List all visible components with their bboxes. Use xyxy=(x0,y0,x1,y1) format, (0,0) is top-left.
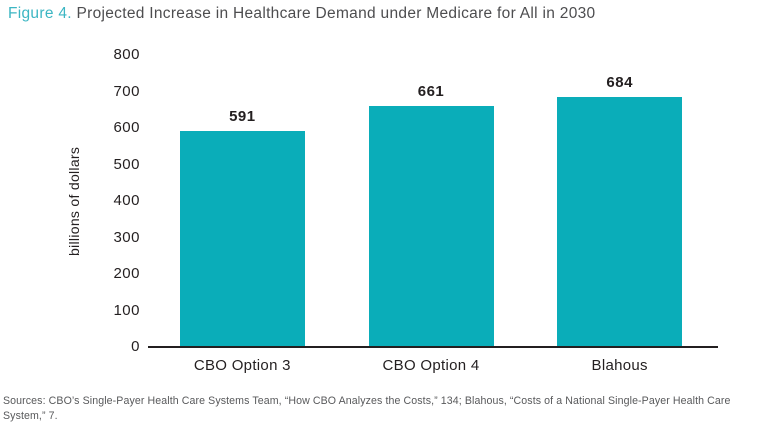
bar-cbo-option-4 xyxy=(368,105,494,347)
y-tick-label: 800 xyxy=(113,46,140,63)
y-tick-label: 700 xyxy=(113,82,140,100)
y-tick-label: 500 xyxy=(113,155,140,173)
bar-cbo-option-3 xyxy=(179,131,305,347)
figure-title-text: Projected Increase in Healthcare Demand … xyxy=(76,5,596,22)
x-category-label: Blahous xyxy=(591,357,648,374)
x-category-label: CBO Option 3 xyxy=(193,357,291,374)
plot-area: 591 661 684 xyxy=(148,55,714,347)
x-category-label: CBO Option 4 xyxy=(382,357,480,374)
figure-number: Figure 4. xyxy=(8,5,72,22)
y-tick-label: 200 xyxy=(113,265,140,282)
bar-value-label: 661 xyxy=(417,82,445,100)
y-tick-label: 600 xyxy=(113,119,140,136)
bar-blahous xyxy=(557,97,683,347)
bar-slot: 591 xyxy=(148,55,337,347)
y-tick-label: 400 xyxy=(113,192,140,209)
figure-title: Figure 4. Projected Increase in Healthca… xyxy=(8,5,595,23)
bar-slot: 684 xyxy=(525,55,714,347)
x-axis-labels: CBO Option 3 CBO Option 4 Blahous xyxy=(148,357,714,374)
y-axis-tick-labels: 0 100 200 300 400 500 600 700 800 xyxy=(84,46,140,355)
bar-value-label: 684 xyxy=(606,74,633,92)
y-axis-title: billions of dollars xyxy=(66,146,82,256)
x-axis-line xyxy=(148,346,718,348)
y-tick-label: 100 xyxy=(113,301,140,319)
y-tick-label: 300 xyxy=(113,228,140,246)
bar-slot: 661 xyxy=(337,55,526,347)
bar-series: 591 661 684 xyxy=(148,55,714,347)
bar-value-label: 591 xyxy=(229,108,256,126)
y-tick-label: 0 xyxy=(131,338,140,355)
source-note: Sources: CBO’s Single-Payer Health Care … xyxy=(3,394,731,422)
